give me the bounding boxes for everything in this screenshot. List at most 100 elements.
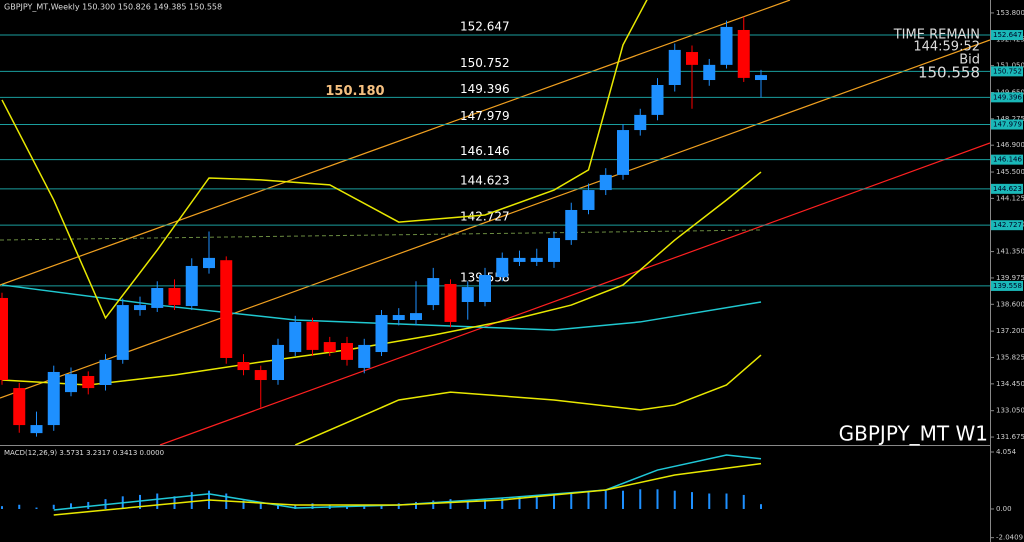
info-label: Bid: [959, 53, 980, 68]
level-box: [991, 220, 1023, 231]
candle-body: [237, 361, 250, 371]
y-tick-label: 139.975: [996, 274, 1024, 282]
candle-body: [513, 257, 526, 262]
histogram-bar: [242, 500, 245, 509]
macd-title: MACD(12,26,9) 3.5731 3.2317 0.3413 0.000…: [4, 449, 164, 457]
macd-line: [53, 454, 762, 511]
y-tick-label: -2.0409: [996, 534, 1023, 542]
candle-body: [548, 237, 560, 262]
y-tick-label: 138.600: [996, 300, 1024, 308]
histogram-bar: [311, 503, 314, 509]
y-tick-label: 145.500: [996, 168, 1024, 176]
candle-body: [0, 297, 8, 381]
candle-body: [375, 315, 388, 353]
histogram-bar: [639, 489, 642, 509]
histogram-bar: [1, 506, 3, 509]
candle-body: [444, 283, 457, 322]
histogram-bar: [432, 500, 435, 509]
candle-body: [651, 85, 664, 115]
macd-line: [53, 462, 762, 516]
candle-body: [82, 375, 95, 389]
level-box-label: 150.752: [993, 67, 1022, 75]
level-box-label: 152.647: [993, 31, 1022, 39]
trend-line: [159, 142, 990, 445]
candle-body: [617, 130, 629, 175]
y-tick-label: 153.800: [996, 9, 1024, 17]
candle-body: [99, 359, 112, 386]
annotation: 150.180: [325, 84, 384, 99]
candle-body: [565, 209, 578, 241]
candle-body: [358, 344, 371, 368]
histogram-bar: [501, 497, 504, 509]
histogram-bar: [70, 503, 72, 509]
histogram-bar: [466, 500, 469, 509]
histogram-bar: [708, 493, 711, 509]
chart-title: GBPJPY_MT,Weekly 150.300 150.826 149.385…: [4, 3, 222, 12]
histogram-bar: [518, 496, 521, 509]
histogram-bar: [18, 504, 21, 509]
candle-body: [65, 374, 77, 393]
candle-body: [410, 313, 422, 321]
candle-body: [220, 260, 233, 358]
candle-body: [134, 305, 146, 311]
candle-body: [341, 343, 353, 360]
y-tick-label: 148.275: [996, 115, 1024, 123]
histogram-bar: [570, 493, 573, 509]
histogram-bar: [52, 504, 55, 509]
candle-body: [185, 265, 198, 307]
candle-body: [496, 257, 509, 278]
candle-body: [686, 52, 698, 65]
level-box: [991, 183, 1023, 194]
indicator-line: [294, 354, 762, 445]
histogram-bar: [742, 494, 745, 509]
level-label: 149.396: [460, 82, 510, 96]
watermark: GBPJPY_MT W1: [839, 422, 988, 446]
histogram-bar: [380, 504, 383, 509]
histogram-bar: [35, 507, 38, 509]
y-tick-label: 134.450: [996, 380, 1024, 388]
candle-body: [582, 190, 595, 210]
axis: 153.800152.425151.050149.650148.275146.9…: [990, 9, 1024, 542]
histogram-bar: [294, 504, 297, 509]
level-box: [991, 280, 1023, 291]
y-tick-label: 135.825: [996, 353, 1024, 361]
candle-body: [703, 64, 716, 81]
histogram-bar: [760, 504, 762, 509]
histogram-bar: [363, 506, 366, 509]
histogram-bar: [622, 490, 624, 509]
candle-body: [720, 26, 733, 65]
candle-body: [272, 344, 284, 381]
histogram-bar: [656, 489, 659, 509]
histogram-bar: [604, 490, 607, 509]
level-box: [991, 154, 1023, 165]
indicator-line: [1, 0, 648, 320]
drawings: [0, 0, 990, 445]
histogram-bar: [87, 501, 90, 509]
indicator-line: [1, 171, 762, 386]
histogram-bar: [190, 492, 193, 509]
candle-body: [306, 321, 319, 350]
trend-line: [0, 39, 990, 399]
candle-body: [168, 288, 181, 306]
histogram-bar: [587, 492, 590, 509]
y-tick-label: 0.00: [996, 505, 1012, 513]
y-tick-label: 133.050: [996, 407, 1024, 415]
level-box: [991, 30, 1023, 41]
macd-pane: [1, 454, 762, 516]
histogram-bar: [277, 504, 279, 509]
histogram-bar: [397, 503, 400, 509]
histogram-bar: [156, 493, 159, 509]
candle-body: [427, 278, 440, 306]
candle-body: [30, 425, 43, 434]
y-tick-label: 151.050: [996, 62, 1024, 70]
y-tick-label: 141.350: [996, 248, 1024, 256]
candle-body: [530, 257, 543, 262]
histogram-bar: [691, 492, 693, 509]
histogram-bar: [553, 494, 555, 509]
candle-body: [755, 75, 767, 81]
y-tick-label: 131.675: [996, 433, 1024, 441]
histogram-bar: [535, 494, 538, 509]
level-box: [991, 92, 1023, 103]
candle-body: [47, 371, 60, 426]
